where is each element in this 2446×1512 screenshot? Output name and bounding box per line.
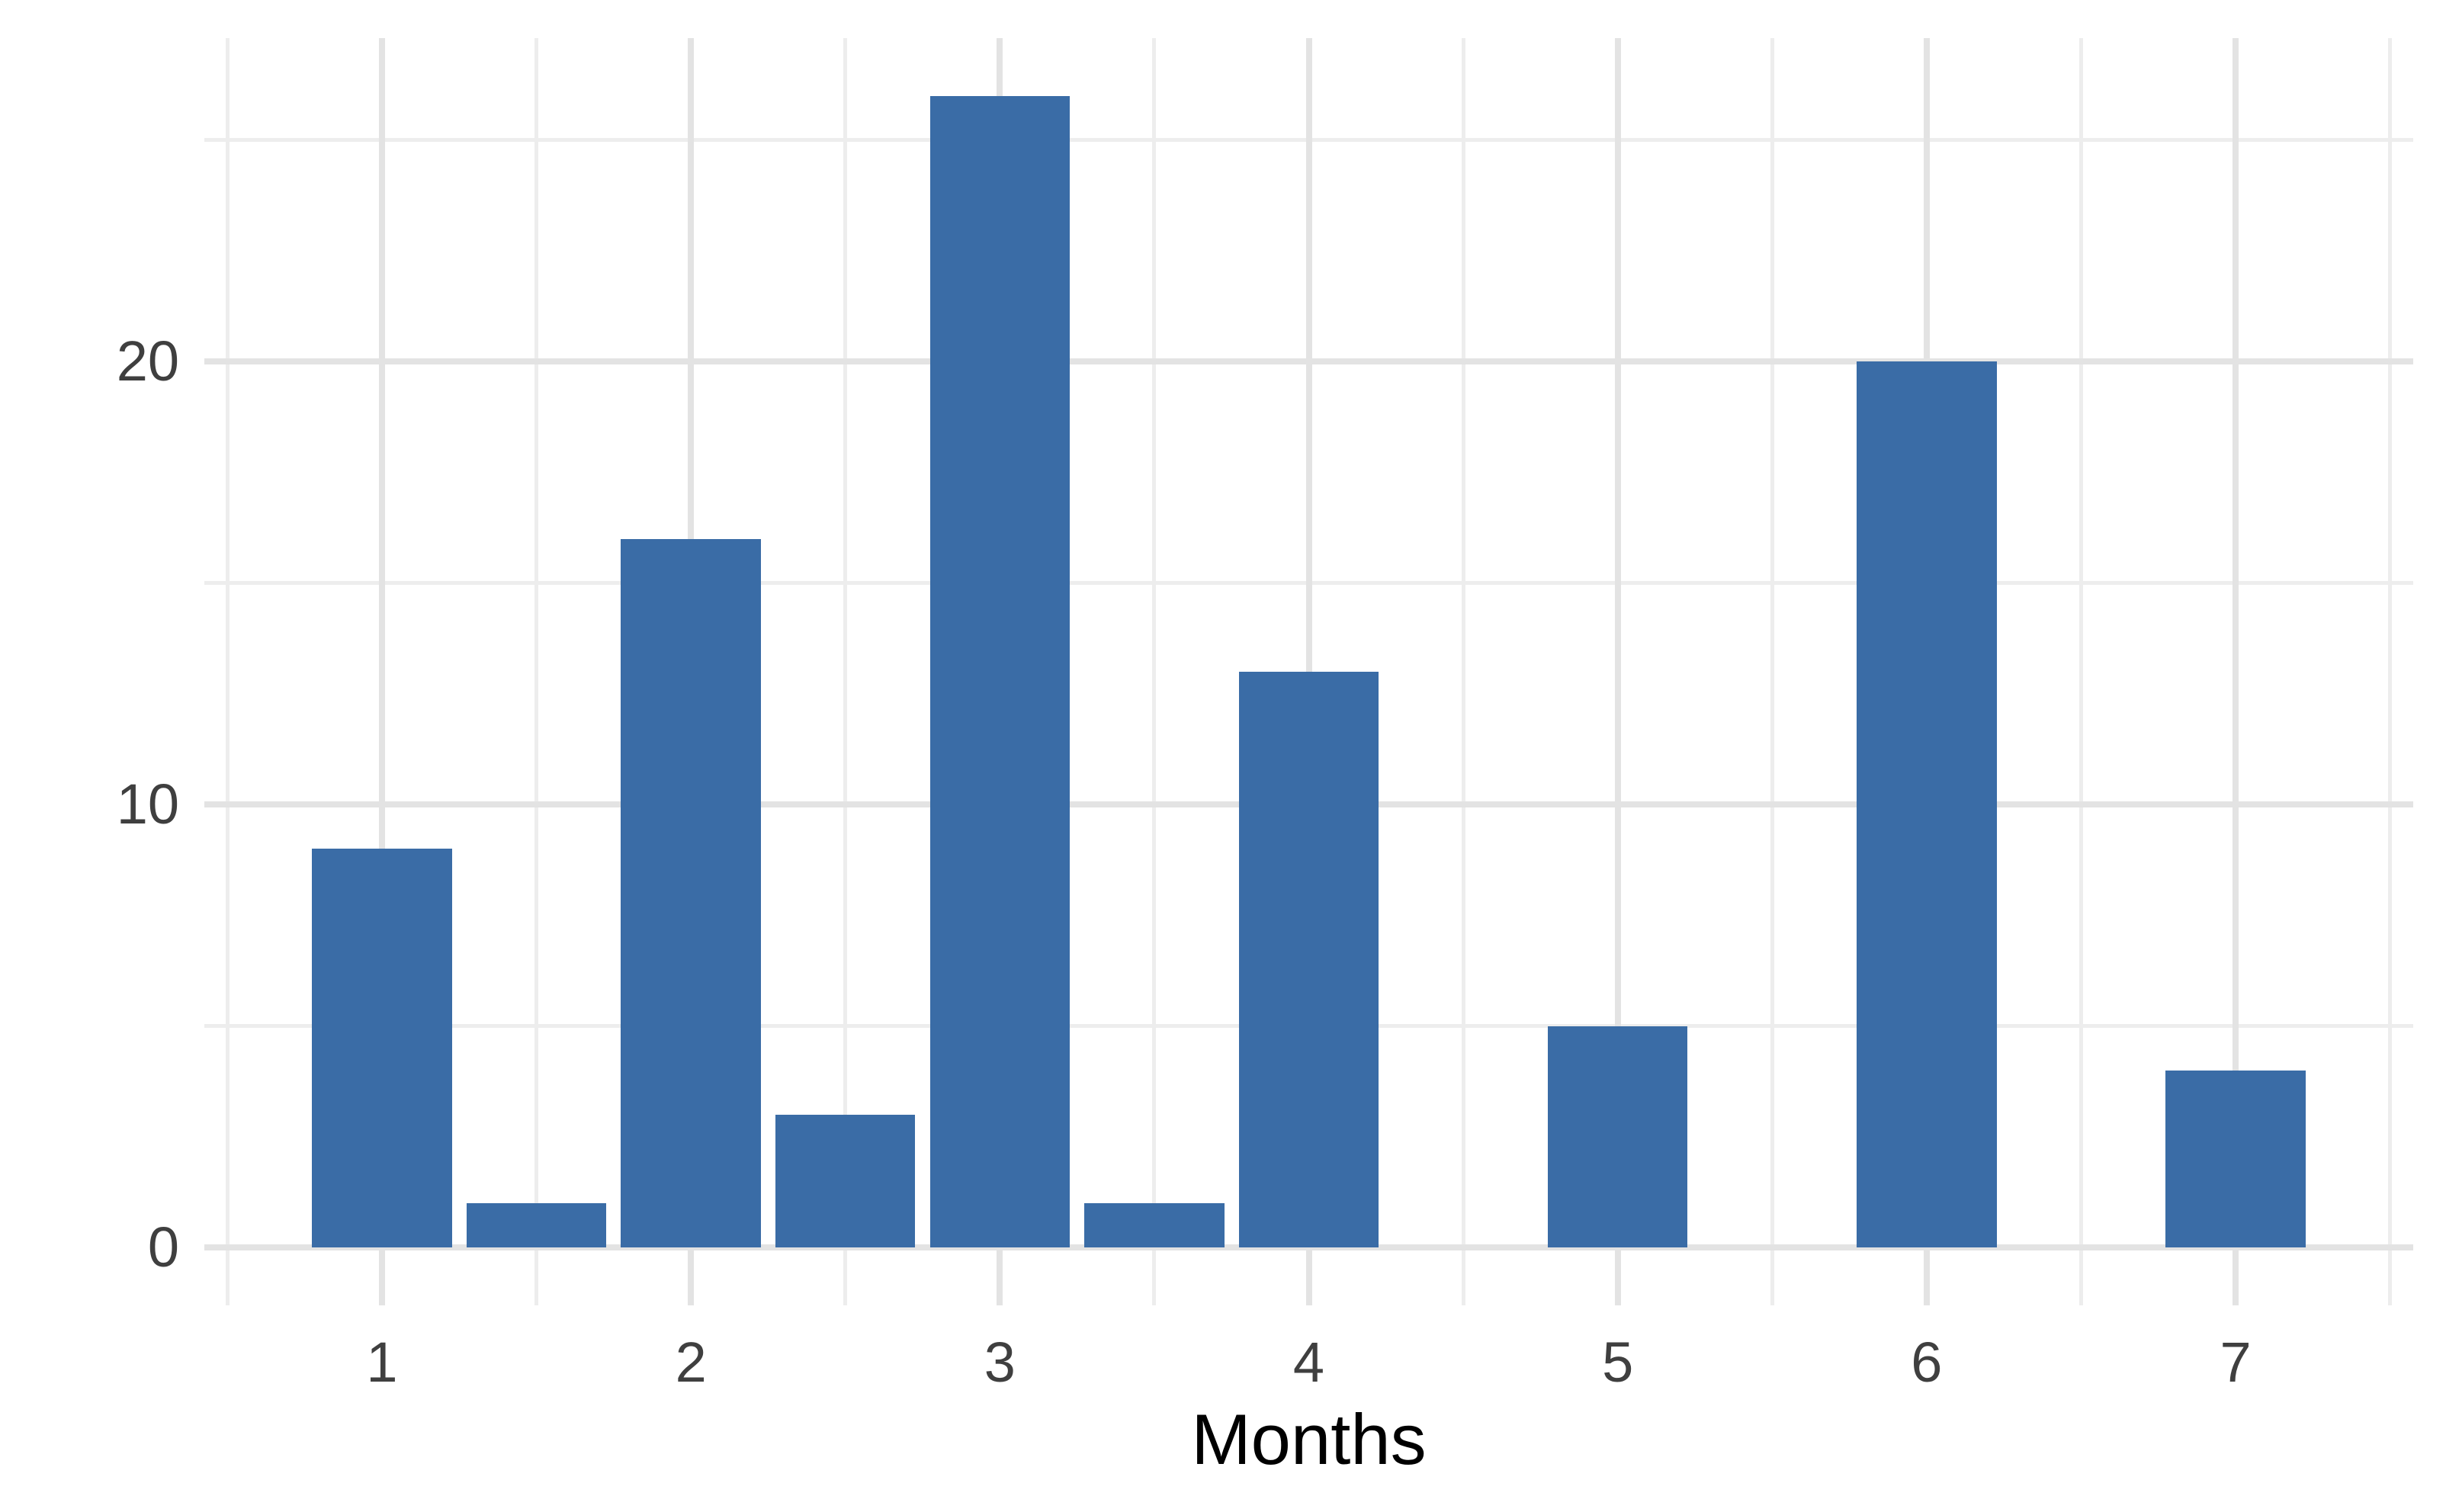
x-minor-gridline [534, 38, 539, 1305]
bar [1547, 1026, 1688, 1248]
x-minor-gridline [1152, 38, 1157, 1305]
x-tick-label: 1 [366, 1331, 398, 1394]
bar [929, 95, 1071, 1248]
x-axis-title: Months [1191, 1399, 1427, 1479]
x-minor-gridline [843, 38, 848, 1305]
bar [775, 1115, 916, 1248]
y-tick-label: 10 [116, 772, 179, 836]
x-tick-label: 2 [675, 1331, 707, 1394]
x-tick-label: 4 [1292, 1331, 1325, 1394]
x-tick-label: 7 [2220, 1331, 2252, 1394]
y-tick-label: 20 [116, 329, 179, 393]
bar [2165, 1071, 2306, 1248]
x-minor-gridline [2388, 38, 2393, 1305]
bar [312, 849, 452, 1248]
x-minor-gridline [1461, 38, 1465, 1305]
bar [1857, 361, 1997, 1248]
x-minor-gridline [225, 38, 230, 1305]
bar [1238, 672, 1379, 1248]
plot-panel [204, 38, 2413, 1305]
x-major-gridline [1614, 38, 1621, 1305]
bar [1084, 1203, 1225, 1248]
x-tick-label: 3 [984, 1331, 1016, 1394]
x-minor-gridline [1770, 38, 1774, 1305]
x-minor-gridline [2078, 38, 2083, 1305]
bar [621, 538, 761, 1248]
y-tick-label: 0 [147, 1215, 179, 1279]
x-tick-label: 6 [1911, 1331, 1943, 1394]
bar [466, 1203, 607, 1248]
x-tick-label: 5 [1602, 1331, 1634, 1394]
x-major-gridline [378, 38, 385, 1305]
x-major-gridline [2233, 38, 2239, 1305]
